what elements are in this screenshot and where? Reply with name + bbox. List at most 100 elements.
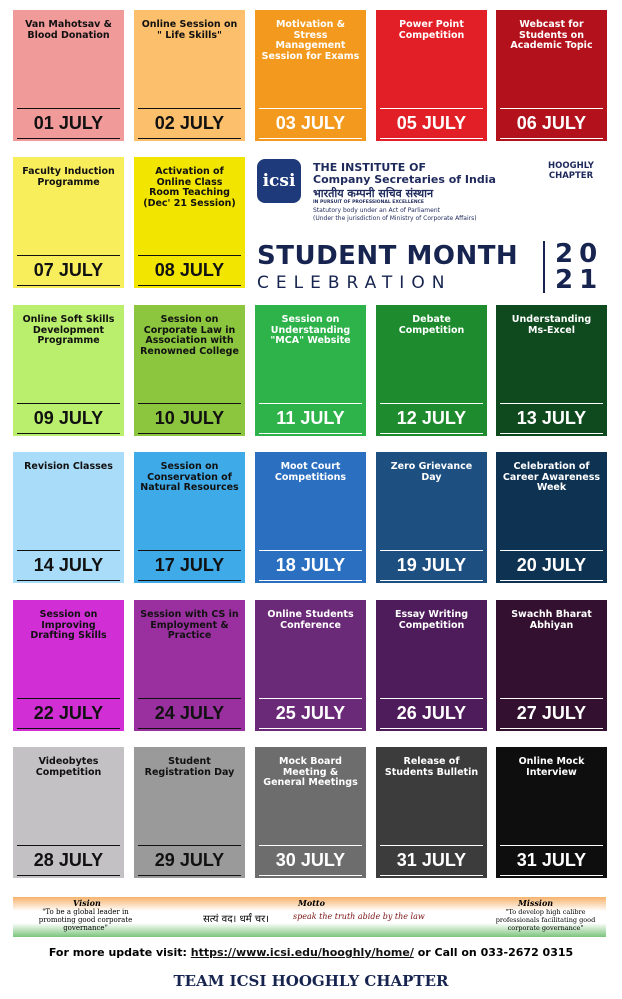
event-title: Online Soft Skills Development Programme: [22, 314, 115, 346]
event-card: Online Soft Skills Development Programme…: [13, 305, 124, 436]
event-card: Session on Improving Drafting Skills 22 J…: [13, 600, 124, 731]
event-title: Essay Writing Competition: [394, 609, 469, 631]
event-title: Motivation & Stress Management Session f…: [261, 19, 360, 62]
event-date: 14 JULY: [17, 550, 120, 581]
title: STUDENT MONTH: [257, 241, 519, 271]
chapter: HOOGHLY CHAPTER: [548, 161, 594, 181]
event-title: Student Registration Day: [144, 756, 235, 778]
team: TEAM ICSI HOOGHLY CHAPTER: [173, 972, 449, 990]
event-date: 27 JULY: [500, 698, 603, 729]
event-card: Webcast for Students on Academic Topic 06…: [496, 10, 607, 141]
event-date: 03 JULY: [259, 108, 362, 139]
event-card: Power Point Competition 05 JULY: [376, 10, 487, 141]
event-card: Activation of Online Class Room Teaching…: [134, 157, 245, 288]
event-title: Online Mock Interview: [518, 756, 585, 778]
event-title: Celebration of Career Awareness Week: [502, 461, 601, 493]
event-title: Understanding Ms-Excel: [511, 314, 592, 336]
event-date: 11 JULY: [259, 403, 362, 434]
motto-label: Motto: [298, 898, 325, 908]
event-date: 13 JULY: [500, 403, 603, 434]
event-title: Webcast for Students on Academic Topic: [510, 19, 593, 51]
event-title: Debate Competition: [398, 314, 465, 336]
event-title: Van Mahotsav & Blood Donation: [25, 19, 112, 41]
year-top: 20: [555, 239, 604, 269]
event-date: 07 JULY: [17, 255, 120, 286]
event-card: Motivation & Stress Management Session f…: [255, 10, 366, 141]
event-date: 01 JULY: [17, 108, 120, 139]
event-card: Essay Writing Competition 26 JULY: [376, 600, 487, 731]
event-date: 25 JULY: [259, 698, 362, 729]
event-card: Debate Competition 12 JULY: [376, 305, 487, 436]
subtitle: CELEBRATION: [257, 273, 452, 293]
event-date: 02 JULY: [138, 108, 241, 139]
event-date: 05 JULY: [380, 108, 483, 139]
event-title: Mock Board Meeting & General Meetings: [263, 756, 358, 788]
motto-hindi: सत्यं वद। धर्मं चर।: [203, 914, 270, 925]
event-card: Session on Understanding "MCA" Website 11…: [255, 305, 366, 436]
tagline: IN PURSUIT OF PROFESSIONAL EXCELLENCE: [313, 200, 425, 205]
institute-line1: THE INSTITUTE OF: [313, 161, 427, 174]
event-date: 10 JULY: [138, 403, 241, 434]
event-card: Online Mock Interview 31 JULY: [496, 747, 607, 878]
banner: Vision "To be a global leader in promoti…: [13, 897, 606, 937]
event-date: 31 JULY: [500, 845, 603, 876]
event-card: Online Session on " Life Skills" 02 JULY: [134, 10, 245, 141]
event-date: 26 JULY: [380, 698, 483, 729]
event-date: 20 JULY: [500, 550, 603, 581]
contact-prefix: For more update visit:: [48, 946, 187, 959]
event-card: Zero Grievance Day 19 JULY: [376, 452, 487, 583]
event-date: 19 JULY: [380, 550, 483, 581]
logo: icsi: [257, 159, 301, 203]
event-title: Zero Grievance Day: [390, 461, 473, 483]
event-card: Videobytes Competition 28 JULY: [13, 747, 124, 878]
event-card: Online Students Conference 25 JULY: [255, 600, 366, 731]
event-card: Moot Court Competitions 18 JULY: [255, 452, 366, 583]
event-date: 28 JULY: [17, 845, 120, 876]
event-date: 08 JULY: [138, 255, 241, 286]
event-card: Understanding Ms-Excel 13 JULY: [496, 305, 607, 436]
event-date: 12 JULY: [380, 403, 483, 434]
event-title: Swachh Bharat Abhiyan: [511, 609, 592, 631]
event-card: Mock Board Meeting & General Meetings 30 …: [255, 747, 366, 878]
statutory: Statutory body under an Act of Parliamen…: [313, 207, 440, 214]
divider: [543, 241, 545, 293]
event-card: Revision Classes 14 JULY: [13, 452, 124, 583]
event-card: Session on Conservation of Natural Resou…: [134, 452, 245, 583]
event-title: Faculty Induction Programme: [22, 166, 115, 188]
event-card: Student Registration Day 29 JULY: [134, 747, 245, 878]
event-date: 09 JULY: [17, 403, 120, 434]
event-title: Online Students Conference: [267, 609, 354, 631]
contact-line: For more update visit: https://www.icsi.…: [0, 946, 622, 959]
event-date: 18 JULY: [259, 550, 362, 581]
event-card: Release of Students Bulletin 31 JULY: [376, 747, 487, 878]
event-title: Power Point Competition: [398, 19, 465, 41]
event-title: Session on Improving Drafting Skills: [30, 609, 107, 641]
mission-label: Mission: [518, 898, 554, 908]
event-date: 17 JULY: [138, 550, 241, 581]
contact-suffix: or Call on 033-2672 0315: [417, 946, 574, 959]
event-card: Celebration of Career Awareness Week 20 J…: [496, 452, 607, 583]
event-title: Session with CS in Employment & Practice: [140, 609, 239, 641]
event-date: 22 JULY: [17, 698, 120, 729]
institute-line2: Company Secretaries of India: [313, 173, 496, 186]
event-title: Release of Students Bulletin: [384, 756, 479, 778]
event-date: 06 JULY: [500, 108, 603, 139]
event-date: 30 JULY: [259, 845, 362, 876]
event-title: Online Session on " Life Skills": [141, 19, 238, 41]
event-date: 29 JULY: [138, 845, 241, 876]
event-title: Session on Corporate Law in Association …: [140, 314, 239, 357]
event-title: Moot Court Competitions: [274, 461, 347, 483]
vision-label: Vision: [73, 898, 101, 908]
event-title: Videobytes Competition: [35, 756, 102, 778]
event-card: Session with CS in Employment & Practice…: [134, 600, 245, 731]
website-link[interactable]: https://www.icsi.edu/hooghly/home/: [190, 946, 414, 959]
event-card: Session on Corporate Law in Association …: [134, 305, 245, 436]
jurisdiction: (Under the jurisdiction of Ministry of C…: [313, 215, 477, 222]
event-date: 31 JULY: [380, 845, 483, 876]
event-card: Swachh Bharat Abhiyan 27 JULY: [496, 600, 607, 731]
vision: "To be a global leader in promoting good…: [38, 908, 133, 932]
event-title: Session on Conservation of Natural Resou…: [140, 461, 239, 493]
motto: speak the truth abide by the law: [293, 912, 425, 921]
institute-hindi: भारतीय कम्पनी सचिव संस्थान: [313, 187, 434, 200]
